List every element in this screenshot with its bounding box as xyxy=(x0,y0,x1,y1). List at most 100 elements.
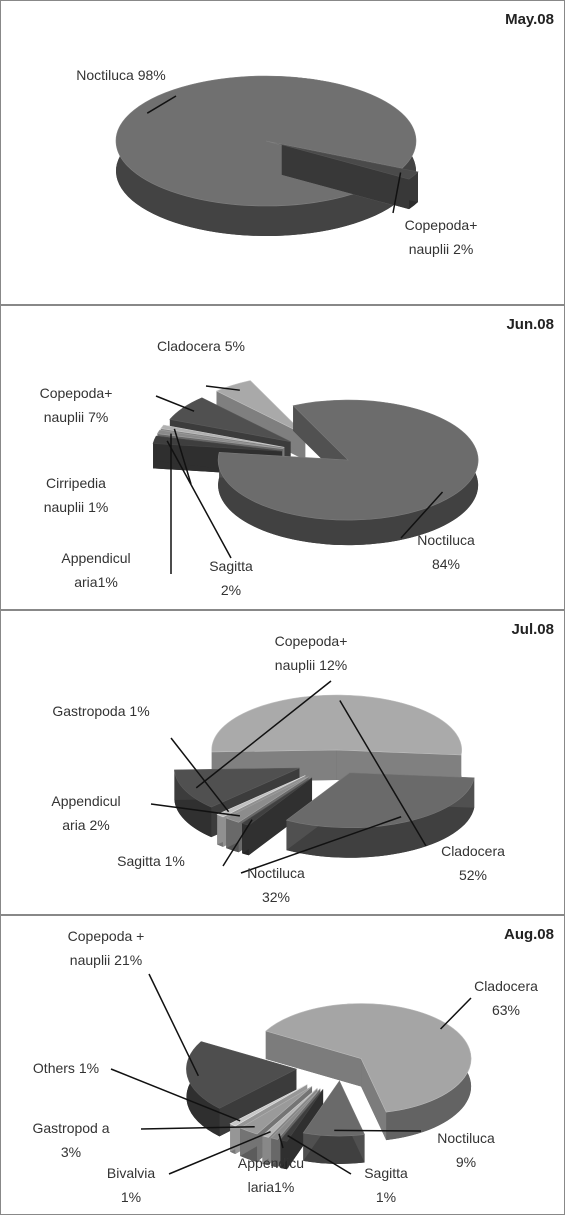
leader-line xyxy=(148,973,200,1077)
slice-label: Noctiluca 32% xyxy=(246,861,306,909)
value-label: 63% xyxy=(491,1002,521,1018)
leader-line xyxy=(173,428,192,485)
slice-top xyxy=(302,1080,365,1137)
leader-line xyxy=(240,816,402,874)
slice-top xyxy=(270,1088,321,1140)
slice-label: Copepoda+ nauplii 7% xyxy=(31,381,121,429)
slice-label: Noctiluca 84% xyxy=(406,528,486,576)
slice-edge xyxy=(361,1058,387,1141)
pie-slice xyxy=(302,1080,365,1164)
slice-label: Others 1% xyxy=(31,1056,101,1080)
leader-line xyxy=(155,395,195,412)
leader-line xyxy=(150,803,241,817)
slice-edge xyxy=(265,1031,362,1087)
category-name: Cladocera xyxy=(474,978,538,994)
slice-wall xyxy=(286,777,475,858)
leader-line xyxy=(110,1068,241,1122)
chart-panel: Jun.08 Noctiluca 84% Sagitta 2% Appendicul … xyxy=(0,305,565,610)
slice-top xyxy=(281,144,419,180)
category-name: Sagitta xyxy=(364,1165,408,1181)
slice-edge xyxy=(240,1086,313,1157)
value-label: 1% xyxy=(274,1179,295,1195)
category-name: Cladocera xyxy=(441,843,505,859)
leader-line xyxy=(140,1125,255,1130)
slice-top xyxy=(156,429,284,450)
leader-line xyxy=(205,385,240,391)
category-name: Noctiluca xyxy=(76,67,134,83)
value-label: 5% xyxy=(224,338,245,354)
slice-label: Gastropoda 1% xyxy=(46,699,156,723)
leader-line xyxy=(278,1133,284,1149)
value-label: 2% xyxy=(89,817,110,833)
pie-canvas xyxy=(150,680,475,874)
category-name: Cladocera xyxy=(157,338,221,354)
category-name: Bivalvia xyxy=(106,1165,156,1181)
pie-canvas xyxy=(110,973,472,1175)
pie-canvas xyxy=(115,75,419,236)
chart-title: Jul.08 xyxy=(511,621,554,638)
value-label: 2% xyxy=(220,582,242,598)
pie-slice xyxy=(281,144,419,210)
category-name: Noctiluca xyxy=(247,865,305,881)
chart-panel: Aug.08 Cladocera 63% Noctiluca 9% Sagitta 1… xyxy=(0,915,565,1215)
category-name: Others xyxy=(32,1060,75,1076)
category-name: Copepoda + nauplii xyxy=(67,928,145,968)
pie-canvas xyxy=(152,380,479,575)
value-label: 98% xyxy=(137,67,166,83)
category-name: Sagitta xyxy=(209,558,253,574)
value-label: 2% xyxy=(453,241,474,257)
value-label: 1% xyxy=(78,1060,100,1076)
slice-top xyxy=(169,397,291,442)
category-name: Noctiluca xyxy=(417,532,475,548)
chart-title: Aug.08 xyxy=(503,926,554,943)
chart-title: Jun.08 xyxy=(506,316,554,333)
value-label: 1% xyxy=(129,703,150,719)
category-name: Copepoda+ nauplii xyxy=(39,385,113,425)
leader-line xyxy=(440,997,472,1030)
slice-top xyxy=(229,1084,308,1127)
slice-label: Gastropod a 3% xyxy=(31,1116,111,1164)
slice-edge xyxy=(242,777,313,854)
slice-label: Appendicul aria1% xyxy=(56,546,136,594)
slice-edge xyxy=(280,1089,324,1169)
category-name: Copepoda+ nauplii xyxy=(274,633,348,673)
value-label: 9% xyxy=(455,1154,477,1170)
leader-line xyxy=(287,1134,352,1175)
slice-label: Copepoda+ nauplii 12% xyxy=(266,629,356,677)
value-label: 52% xyxy=(458,867,488,883)
leader-line xyxy=(392,172,402,214)
value-label: 1% xyxy=(120,1189,142,1205)
pie-slice xyxy=(217,399,479,546)
slice-top xyxy=(186,1041,298,1109)
chart-title: May.08 xyxy=(505,11,554,28)
category-name: Appendicu laria xyxy=(237,1155,305,1195)
chart-panel: May.08 Noctiluca 98% Copepoda+ nauplii 2% xyxy=(0,0,565,305)
slice-top xyxy=(211,694,462,756)
value-label: 21% xyxy=(114,952,143,968)
value-label: 32% xyxy=(261,889,291,905)
leader-line xyxy=(339,700,427,847)
slice-top xyxy=(285,772,475,829)
slice-top xyxy=(215,380,306,436)
slice-top xyxy=(265,1003,472,1113)
leader-line xyxy=(195,680,332,789)
leader-line xyxy=(168,1130,271,1175)
chart-panel: Jul.08 Cladocera 52% Noctiluca 32% Sagitta … xyxy=(0,610,565,915)
leader-line xyxy=(334,1129,422,1132)
category-name: Gastropoda xyxy=(52,703,126,719)
value-label: 12% xyxy=(319,657,348,673)
slice-label: Cladocera 5% xyxy=(156,334,246,358)
slice-label: Sagitta 1% xyxy=(356,1161,416,1209)
slice-label: Cladocera 52% xyxy=(433,839,513,887)
slice-label: Appendicu laria1% xyxy=(231,1151,311,1199)
value-label: 1% xyxy=(88,499,109,515)
slice-top xyxy=(152,435,283,452)
slice-top xyxy=(239,1086,313,1135)
slice-top xyxy=(225,776,309,823)
category-name: Sagitta xyxy=(117,853,161,869)
category-name: Appendicul aria xyxy=(51,793,121,833)
category-name: Noctiluca xyxy=(437,1130,495,1146)
leader-line xyxy=(222,819,253,867)
leader-line xyxy=(400,491,444,539)
